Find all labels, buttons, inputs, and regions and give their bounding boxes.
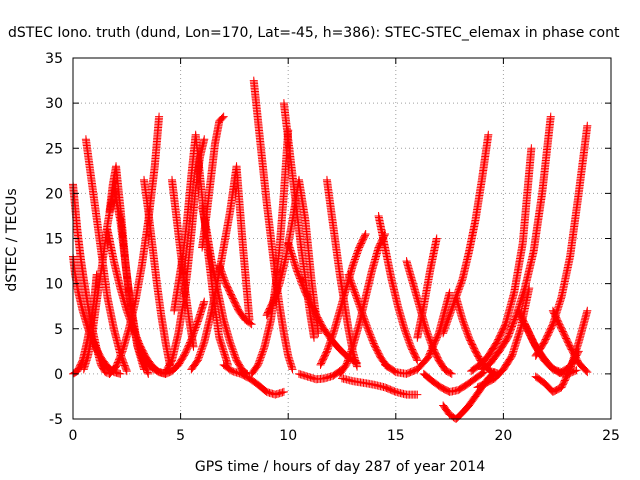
series-18-markers bbox=[219, 360, 288, 399]
x-tick-label: 15 bbox=[387, 428, 405, 444]
series-17 bbox=[215, 261, 256, 329]
y-tick-label: 5 bbox=[54, 322, 63, 338]
series-19 bbox=[249, 76, 297, 374]
series-19-markers bbox=[249, 76, 297, 374]
series-17-markers bbox=[215, 261, 256, 329]
series-33 bbox=[413, 234, 441, 342]
x-tick-label: 20 bbox=[494, 428, 512, 444]
x-axis-label: GPS time / hours of day 287 of year 2014 bbox=[195, 459, 485, 475]
chart-title: dSTEC Iono. truth (dund, Lon=170, Lat=-4… bbox=[8, 25, 620, 41]
y-tick-label: 0 bbox=[54, 367, 63, 383]
data-points bbox=[69, 76, 592, 423]
series-40 bbox=[477, 112, 555, 374]
series-18 bbox=[219, 360, 288, 399]
series-34 bbox=[419, 368, 489, 396]
series-29-markers bbox=[338, 374, 422, 399]
series-45-markers bbox=[548, 306, 592, 377]
series-45 bbox=[548, 306, 592, 377]
y-tick-label: 15 bbox=[45, 232, 63, 248]
series-35-markers bbox=[439, 368, 499, 423]
series-38 bbox=[467, 144, 536, 376]
series-28 bbox=[344, 270, 392, 371]
series-30-markers bbox=[374, 211, 422, 365]
series-23 bbox=[284, 239, 362, 368]
axis-ticks: 0 5 10 15 20 25 -5 0 5 10 15 20 25 30 35 bbox=[45, 51, 620, 444]
series-44-markers bbox=[531, 121, 592, 360]
series-26-markers bbox=[316, 229, 370, 369]
y-tick-label: -5 bbox=[49, 412, 63, 428]
y-tick-label: 25 bbox=[45, 141, 63, 157]
series-10-markers bbox=[140, 175, 174, 369]
x-tick-label: 25 bbox=[602, 428, 620, 444]
series-28-markers bbox=[344, 270, 392, 371]
y-tick-label: 30 bbox=[45, 96, 63, 112]
y-tick-label: 35 bbox=[45, 51, 63, 67]
series-43-markers bbox=[520, 320, 581, 378]
series-30 bbox=[374, 211, 422, 365]
series-33-markers bbox=[413, 234, 441, 342]
series-24 bbox=[294, 365, 346, 384]
series-32 bbox=[381, 288, 454, 378]
series-29 bbox=[338, 374, 422, 399]
series-16 bbox=[198, 112, 228, 252]
x-tick-label: 5 bbox=[176, 428, 185, 444]
x-tick-label: 10 bbox=[279, 428, 297, 444]
series-35 bbox=[439, 368, 499, 423]
series-5 bbox=[81, 135, 131, 376]
x-tick-label: 0 bbox=[69, 428, 78, 444]
series-26 bbox=[316, 229, 370, 369]
series-10 bbox=[140, 175, 174, 369]
series-38-markers bbox=[467, 144, 536, 376]
y-axis-label: dSTEC / TECUs bbox=[4, 188, 20, 291]
series-36 bbox=[439, 130, 493, 338]
series-32-markers bbox=[381, 288, 454, 378]
y-tick-label: 10 bbox=[45, 277, 63, 293]
series-40-markers bbox=[477, 112, 555, 374]
y-tick-label: 20 bbox=[45, 186, 63, 202]
series-23-markers bbox=[284, 239, 362, 368]
series-24-markers bbox=[294, 365, 346, 384]
series-34-markers bbox=[419, 368, 489, 396]
series-44 bbox=[531, 121, 592, 360]
series-36-markers bbox=[439, 130, 493, 338]
series-5-markers bbox=[81, 135, 131, 376]
series-43 bbox=[520, 320, 581, 378]
series-16-markers bbox=[198, 112, 228, 252]
